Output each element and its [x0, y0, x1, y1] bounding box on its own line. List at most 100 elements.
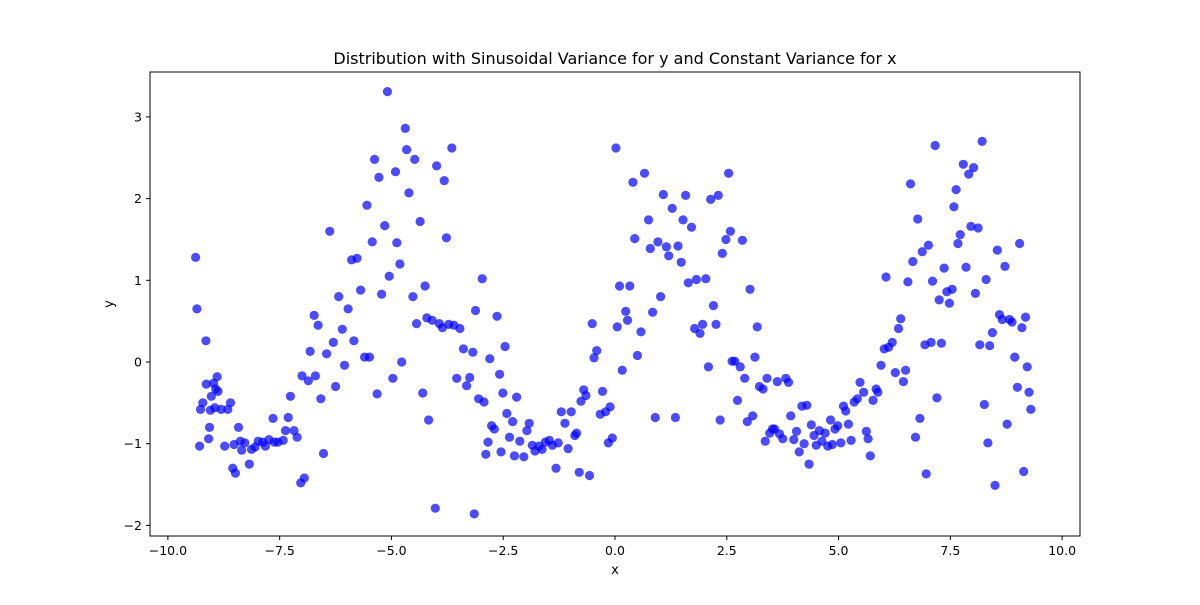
data-point — [985, 341, 995, 351]
data-point — [648, 307, 658, 317]
data-point — [410, 154, 420, 164]
data-point — [283, 412, 293, 423]
data-point — [683, 278, 693, 288]
data-point — [380, 221, 390, 231]
data-point — [356, 285, 366, 295]
data-point — [932, 393, 942, 403]
data-point — [424, 415, 434, 425]
data-point — [987, 328, 998, 338]
data-point — [913, 214, 923, 224]
data-point — [556, 407, 566, 417]
data-point — [737, 235, 748, 245]
data-point — [382, 87, 392, 97]
x-tick-label: −10.0 — [149, 543, 187, 558]
data-point — [292, 432, 302, 442]
data-point — [584, 470, 595, 481]
data-point — [509, 451, 519, 461]
data-point — [772, 377, 782, 387]
data-point — [369, 154, 380, 164]
data-point — [653, 237, 663, 247]
data-point — [735, 362, 745, 372]
data-point — [492, 311, 502, 321]
data-point — [745, 284, 755, 294]
data-point — [477, 274, 487, 284]
data-point — [395, 259, 405, 269]
data-point — [903, 277, 913, 287]
data-point — [268, 413, 278, 423]
data-point — [934, 295, 944, 305]
data-point — [560, 418, 570, 428]
data-point — [337, 324, 347, 334]
data-point — [717, 248, 727, 258]
data-point — [1026, 404, 1036, 414]
data-point — [730, 356, 740, 366]
data-point — [917, 247, 927, 257]
data-point — [936, 338, 947, 348]
data-point — [427, 315, 437, 325]
data-point — [515, 436, 525, 446]
data-point — [890, 368, 900, 378]
data-point — [352, 253, 362, 263]
data-point — [455, 323, 465, 334]
data-point — [392, 238, 402, 248]
data-point — [715, 415, 725, 425]
data-point — [225, 398, 236, 408]
data-point — [524, 418, 534, 428]
data-point — [1015, 238, 1025, 249]
data-point — [553, 438, 563, 448]
data-point — [926, 337, 936, 347]
data-point — [783, 377, 794, 387]
data-point — [910, 432, 921, 442]
data-point — [698, 319, 708, 329]
data-point — [468, 347, 478, 357]
data-point — [873, 387, 883, 397]
data-point — [827, 439, 837, 450]
data-point — [192, 304, 202, 314]
y-axis-label: y — [102, 300, 117, 308]
data-point — [695, 328, 705, 338]
data-point — [905, 179, 916, 189]
data-point — [887, 337, 897, 347]
data-point — [400, 123, 410, 133]
data-point — [752, 322, 762, 332]
data-point — [420, 281, 430, 291]
data-point — [983, 438, 993, 448]
data-point — [742, 417, 752, 427]
data-point — [334, 292, 344, 302]
data-point — [958, 159, 968, 169]
data-point — [349, 336, 359, 346]
data-point — [969, 163, 979, 173]
data-point — [1010, 352, 1020, 362]
data-point — [343, 304, 353, 314]
data-point — [794, 447, 804, 457]
x-tick-label: 7.5 — [940, 543, 960, 558]
data-point — [439, 176, 449, 186]
data-point — [789, 435, 799, 445]
data-point — [921, 469, 931, 479]
y-tick-label: 0 — [134, 355, 142, 370]
data-point — [483, 437, 493, 447]
data-point — [313, 320, 323, 330]
data-point — [195, 441, 205, 451]
data-point — [198, 398, 208, 408]
y-tick-label: −1 — [124, 436, 142, 451]
data-point — [372, 389, 382, 399]
data-point — [833, 421, 843, 431]
data-point — [852, 394, 862, 404]
data-point — [212, 372, 222, 382]
data-point — [951, 185, 961, 195]
data-point — [452, 373, 462, 383]
data-point — [806, 420, 816, 430]
data-point — [678, 215, 688, 225]
x-tick-label: 10.0 — [1048, 543, 1076, 558]
data-point — [725, 226, 736, 236]
data-point — [388, 373, 398, 383]
data-point — [447, 143, 457, 153]
data-point — [927, 276, 938, 286]
data-point — [706, 194, 716, 204]
data-point — [592, 346, 602, 356]
data-point — [566, 407, 576, 417]
data-point — [636, 327, 646, 337]
data-point — [285, 391, 295, 401]
data-point — [206, 391, 216, 401]
